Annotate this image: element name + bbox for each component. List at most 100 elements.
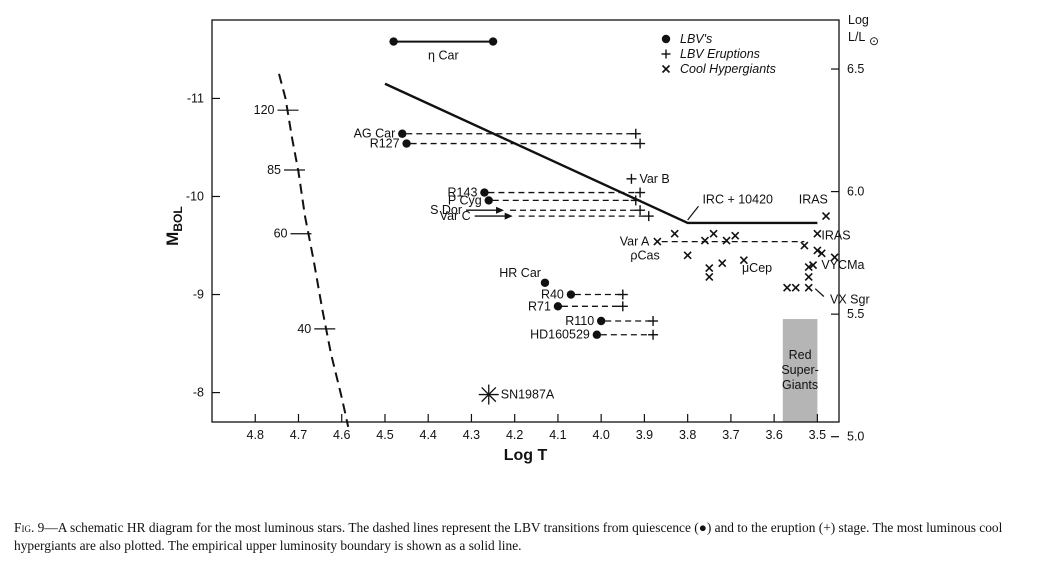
hypergiant-label: IRC + 10420 (702, 192, 773, 206)
eta-car-point (488, 37, 498, 46)
lbv-point (484, 196, 493, 205)
y-tick-label: -11 (187, 91, 204, 105)
star-label: AG Car (354, 127, 396, 141)
x-tick-label: 4.0 (592, 428, 609, 442)
hypergiant-marker (683, 251, 692, 260)
mass-label: 120 (254, 103, 275, 117)
lbv-point (398, 129, 407, 138)
figure-caption: Fig. 9—A schematic HR diagram for the mo… (14, 519, 1030, 555)
mass-label: 85 (267, 163, 281, 177)
legend-label: LBV Eruptions (680, 47, 760, 61)
lbv-eruption-marker (630, 195, 641, 206)
hypergiant-marker (739, 256, 748, 265)
lbv-eruption-marker (630, 128, 641, 139)
x-tick-label: 4.3 (463, 428, 480, 442)
hypergiant-marker (705, 272, 714, 281)
red-supergiants-label: Super- (781, 363, 819, 377)
x-tick-label: 3.5 (809, 428, 826, 442)
hypergiant-marker (791, 283, 800, 292)
legend-label: LBV's (680, 32, 712, 46)
hypergiant-label: μCep (742, 261, 772, 275)
x-tick-label: 4.8 (247, 428, 264, 442)
upper-luminosity-boundary (384, 82, 818, 225)
hypergiant-marker (800, 241, 809, 250)
y2-tick-label: 5.5 (847, 307, 864, 321)
x-tick-label: 4.4 (420, 428, 437, 442)
hypergiant-marker (722, 236, 731, 245)
sn1987a-marker (478, 384, 499, 405)
hypergiant-label: IRAS (821, 229, 850, 243)
lbv-point (566, 290, 576, 299)
hypergiant-marker (804, 263, 813, 272)
hypergiant-marker (804, 283, 813, 292)
caption-text: —A schematic HR diagram for the most lum… (14, 520, 1003, 553)
star-label: R143 (448, 186, 478, 200)
lbv-point (402, 139, 411, 148)
star-label: R127 (370, 137, 400, 151)
figure-label: Fig. 9 (14, 520, 45, 535)
x-tick-label: 3.7 (722, 428, 739, 442)
red-supergiants-label: Giants (782, 378, 818, 392)
lbv-point (480, 188, 489, 197)
lbv-point (596, 316, 606, 326)
y-tick-label: -10 (186, 189, 204, 203)
x-tick-label: 4.6 (333, 428, 350, 442)
lbv-eruption-marker (635, 138, 646, 149)
lbv-point (553, 302, 563, 311)
legend-marker (661, 34, 671, 44)
lbv-point (540, 278, 550, 287)
hypergiant-label: ρCas (630, 248, 659, 262)
star-label: Var C (440, 209, 471, 223)
hypergiant-marker (783, 283, 792, 292)
lbv-eruption-marker (626, 173, 637, 184)
hypergiant-marker (804, 272, 813, 281)
x-tick-label: 4.2 (506, 428, 523, 442)
y-axis-title: MBOL (163, 206, 185, 246)
star-label: HD160529 (530, 328, 590, 342)
y2-tick-label: 6.5 (847, 62, 864, 76)
lbv-eruption-marker (643, 211, 654, 222)
hypergiant-marker (700, 236, 710, 245)
eta-car-point (389, 37, 398, 46)
lbv-eruption-marker (648, 329, 659, 340)
hypergiant-marker (813, 246, 822, 255)
sun-symbol: ⊙ (869, 34, 879, 48)
hypergiant-marker (705, 263, 714, 273)
plot-frame (211, 19, 840, 423)
y2-tick-label: 5.0 (847, 430, 864, 444)
lbv-eruption-marker (648, 316, 659, 327)
y-tick-label: -8 (193, 386, 204, 400)
x-tick-label: 4.7 (290, 428, 307, 442)
x-axis-title: Log T (504, 447, 548, 464)
hypergiant-marker (653, 237, 662, 246)
star-label: R40 (541, 288, 564, 302)
lbv-eruption-marker (635, 205, 646, 216)
y2-tick-label: 6.0 (847, 185, 864, 199)
red-supergiants-label: Red (789, 348, 812, 362)
hypergiant-marker (830, 253, 839, 262)
hypergiant-marker (817, 249, 826, 258)
star-label: Var A (620, 235, 650, 249)
hypergiant-label: IRAS (799, 192, 828, 206)
y2-axis-title: L/L (848, 30, 865, 44)
hypergiant-label: VYCMa (821, 258, 864, 272)
lbv-arrowhead (504, 212, 513, 220)
star-label: R71 (528, 299, 551, 313)
lbv-eruption-marker (635, 187, 646, 198)
x-tick-label: 3.8 (679, 428, 696, 442)
zams-track (278, 73, 350, 428)
mass-label: 40 (297, 322, 311, 336)
star-label: P Cyg (448, 193, 482, 207)
hypergiant-marker (709, 229, 718, 238)
hypergiant-marker (813, 229, 822, 238)
x-tick-label: 3.9 (636, 428, 653, 442)
eta-car-label: η Car (428, 49, 459, 63)
legend-marker (661, 49, 671, 59)
x-tick-label: 4.5 (376, 428, 393, 442)
x-tick-label: 4.1 (549, 428, 566, 442)
hypergiant-marker (670, 229, 679, 238)
x-tick-label: 3.6 (765, 428, 782, 442)
star-label: HR Car (499, 266, 541, 280)
lbv-eruption-marker (617, 289, 628, 300)
